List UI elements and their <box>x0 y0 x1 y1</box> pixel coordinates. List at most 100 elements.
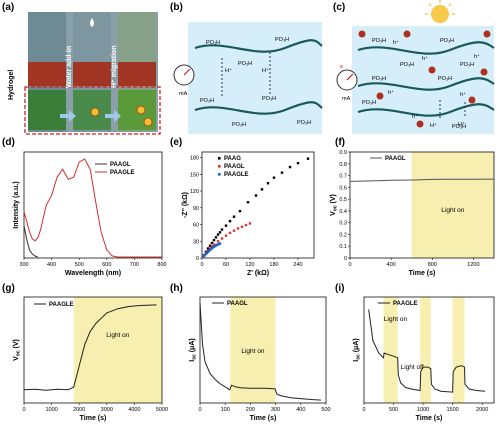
y-tick-label: 0.1 <box>339 244 347 250</box>
x-axis-label: Time (s) <box>250 415 277 422</box>
electron-label: e <box>340 64 343 70</box>
data-point <box>228 231 232 235</box>
needle-icon <box>183 68 191 76</box>
chart-f: 0 400 800 1200 0 0.1 0.2 0.3 0.4 0.5 0.6 0.7 0.8 0.9 T… <box>330 150 495 277</box>
group-label: PO₃H <box>440 38 454 44</box>
group-label: PO₃H <box>452 124 466 130</box>
legend-label: PAAGLE <box>49 302 74 308</box>
x-tick-label: 400 <box>387 262 396 268</box>
y-tick-label: 90 <box>193 206 199 212</box>
series-line <box>349 178 495 182</box>
ion-label: H⁺ <box>225 67 232 74</box>
y-tick-label: 0.7 <box>339 174 347 180</box>
data-point <box>220 228 224 231</box>
y-tick-label: 0.8 <box>339 162 347 168</box>
x-tick-label: 500 <box>321 407 330 413</box>
hole-label: h⁺ <box>393 39 399 46</box>
x-axis-label: Time (s) <box>80 415 107 422</box>
light-on-label: Light on <box>384 316 408 323</box>
legend-marker <box>218 165 221 168</box>
data-point <box>210 241 214 245</box>
polymer-chain-2 <box>357 77 495 91</box>
light-on-label: Light on <box>106 332 130 339</box>
plot-frame <box>23 151 163 259</box>
polymer-chain-3 <box>357 103 495 117</box>
data-point <box>288 165 292 169</box>
y-tick-label: 150 <box>190 172 199 178</box>
x-tick-label: 5000 <box>156 407 168 413</box>
data-point <box>216 233 220 236</box>
data-point <box>266 182 270 185</box>
light-on-region <box>452 297 465 403</box>
hole-label: h⁺ <box>388 89 394 96</box>
meter-unit: mA <box>179 91 188 97</box>
data-point <box>244 223 248 227</box>
x-tick-label: 240 <box>293 262 302 268</box>
data-point <box>232 215 236 218</box>
group-label: PO₃H <box>438 76 452 82</box>
water-drop-icon <box>90 18 94 27</box>
chart-g: 0 1000 2000 3000 4000 5000 Time (s) Voc (V) PAAG… <box>13 296 168 422</box>
x-tick-label: 2000 <box>476 407 488 413</box>
y-axis-label: -Z'' (kΩ) <box>182 192 189 218</box>
x-tick-label: 800 <box>428 262 437 268</box>
y-tick-label: 0.4 <box>339 209 347 215</box>
data-point <box>246 201 250 204</box>
data-point <box>260 188 264 191</box>
group-label: PO₃H <box>400 62 414 68</box>
y-axis-label: Voc (V) <box>13 339 22 361</box>
light-on-label: Light on <box>241 348 265 355</box>
group-label: PO₃H <box>232 122 246 128</box>
plot-frame <box>199 296 327 404</box>
x-tick-label: 2000 <box>73 407 85 413</box>
highlight-box <box>24 86 161 135</box>
arrow-2-icon <box>105 110 121 122</box>
series-line <box>23 158 162 258</box>
hydrogel-1 <box>28 90 66 130</box>
x-tick-label: 800 <box>157 262 166 268</box>
group-label: PO₃H <box>460 62 474 68</box>
proton-icon <box>136 105 146 115</box>
x-tick-label: 100 <box>221 407 230 413</box>
hole-label: h⁺ <box>412 113 418 120</box>
proton-icon <box>90 107 100 117</box>
data-point <box>306 157 310 160</box>
y-tick-label: 30 <box>193 239 199 245</box>
sun-icon <box>431 5 449 23</box>
x-tick-label: 300 <box>19 262 28 268</box>
group-label: PO₃H <box>275 37 289 43</box>
polymer-chain-2 <box>194 101 323 115</box>
data-point <box>202 255 205 259</box>
y-tick-label: 0 <box>196 256 199 262</box>
y-tick-label: 120 <box>190 189 199 195</box>
chart-h: 0 100 200 300 400 500 Time (s) Isc (μA) PAAGL Lig… <box>189 296 331 422</box>
x-tick-label: 3000 <box>101 407 113 413</box>
x-axis-label: Time (s) <box>416 415 443 422</box>
proton-icon <box>143 117 153 127</box>
plot-frame <box>201 151 315 259</box>
data-point <box>224 234 228 237</box>
data-point <box>248 222 252 225</box>
series-line <box>368 309 486 393</box>
x-tick-label: 1200 <box>467 262 479 268</box>
step-water-label: Water add-in <box>66 46 73 88</box>
polymer-chain-1 <box>357 41 495 55</box>
x-tick-label: 4000 <box>128 407 140 413</box>
data-point <box>218 231 222 234</box>
data-point <box>218 242 222 245</box>
group-label: PO₃H <box>200 98 214 104</box>
x-tick-label: 180 <box>269 262 278 268</box>
plot-frame <box>363 296 495 404</box>
y-tick-label: 0.2 <box>339 232 347 238</box>
data-point <box>238 209 242 213</box>
panel-label-h: (h) <box>170 283 183 294</box>
hole-label: h⁺ <box>460 91 466 98</box>
x-axis-label: Time (s) <box>409 270 436 277</box>
light-on-region <box>383 297 398 403</box>
series-line <box>199 302 322 401</box>
red-cap-1 <box>28 62 66 86</box>
data-point <box>224 224 228 227</box>
legend-label: PAAGLE <box>110 170 135 176</box>
